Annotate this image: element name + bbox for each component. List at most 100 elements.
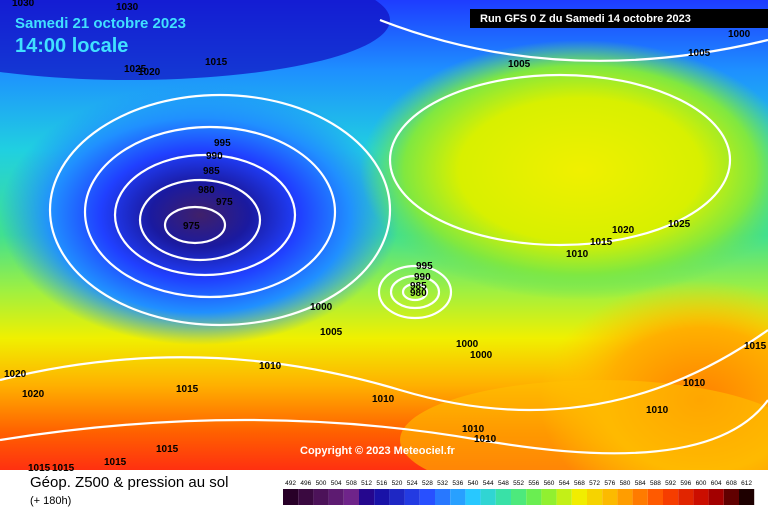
isobar-label: 1020 xyxy=(4,369,27,380)
isobar-label: 1025 xyxy=(668,219,691,230)
isobar-label: 1015 xyxy=(205,57,228,68)
isobar-label: 1010 xyxy=(646,405,669,416)
scale-label: 584 xyxy=(635,480,646,487)
scale-swatch xyxy=(450,489,466,505)
scale-label: 580 xyxy=(620,480,631,487)
scale-label: 520 xyxy=(392,480,403,487)
isobar-label: 1005 xyxy=(688,48,711,59)
isobar-label: 990 xyxy=(414,272,431,283)
isobar-label: 995 xyxy=(416,261,433,272)
scale-swatch xyxy=(435,489,451,505)
copyright: Copyright © 2023 Meteociel.fr xyxy=(300,445,456,457)
isobar-label: 1020 xyxy=(138,67,161,78)
scale-label: 608 xyxy=(726,480,737,487)
scale-swatch xyxy=(359,489,375,505)
scale-label: 516 xyxy=(376,480,387,487)
isobar-label: 985 xyxy=(203,166,220,177)
isobar-label: 1005 xyxy=(320,327,343,338)
scale-label: 544 xyxy=(483,480,494,487)
isobar-label: 985 xyxy=(410,281,427,292)
scale-swatch xyxy=(298,489,314,505)
scale-swatch xyxy=(313,489,329,505)
scale-swatch xyxy=(480,489,496,505)
isobar-label: 1005 xyxy=(508,59,531,70)
isobar-label: 1030 xyxy=(116,2,139,13)
scale-swatch xyxy=(343,489,359,505)
isobar-label: 1010 xyxy=(566,249,589,260)
scale-label: 560 xyxy=(544,480,555,487)
isobar-label: 1015 xyxy=(590,237,613,248)
isobar-label: 1015 xyxy=(52,463,75,474)
isobar-label: 995 xyxy=(214,138,231,149)
scale-label: 536 xyxy=(452,480,463,487)
scale-swatch xyxy=(328,489,344,505)
scale-swatch xyxy=(617,489,633,505)
scale-swatch xyxy=(404,489,420,505)
date: Samedi 21 octobre 2023 xyxy=(15,15,186,32)
scale-label: 572 xyxy=(589,480,600,487)
isobar-label: 1000 xyxy=(470,350,493,361)
run-box xyxy=(470,9,768,28)
scale-swatch xyxy=(602,489,618,505)
isobar-label: 1025 xyxy=(124,64,147,75)
scale-swatch xyxy=(723,489,739,505)
isobar-label: 1015 xyxy=(156,444,179,455)
isobar-label: 990 xyxy=(206,151,223,162)
scale-swatch xyxy=(708,489,724,505)
warm-band xyxy=(400,380,768,500)
scale-swatch xyxy=(739,489,755,505)
scale-label: 612 xyxy=(741,480,752,487)
time: 14:00 locale xyxy=(15,35,128,57)
scale-swatch xyxy=(678,489,694,505)
isobar-label: 1020 xyxy=(22,389,45,400)
scale-label: 504 xyxy=(331,480,342,487)
isobar-label: 1000 xyxy=(728,29,751,40)
scale-swatch xyxy=(389,489,405,505)
scale-label: 588 xyxy=(650,480,661,487)
scale-label: 604 xyxy=(711,480,722,487)
scale-swatch xyxy=(693,489,709,505)
isobar-label: 1015 xyxy=(104,457,127,468)
isobar-label: 975 xyxy=(216,197,233,208)
low xyxy=(0,85,400,345)
scale-label: 532 xyxy=(437,480,448,487)
footer-title: Géop. Z500 & pression au sol xyxy=(30,474,228,491)
color-scale: 492 496 500 504 508 512 516 520 524 528 532 536 540 5… xyxy=(283,480,755,505)
scale-label: 524 xyxy=(407,480,418,487)
isobar-label: 1000 xyxy=(310,302,333,313)
scale-swatch xyxy=(571,489,587,505)
isobar-label: 1010 xyxy=(474,434,497,445)
scale-swatch xyxy=(465,489,481,505)
isobar-label: 975 xyxy=(183,221,200,232)
scale-label: 600 xyxy=(696,480,707,487)
isobar-label: 1000 xyxy=(456,339,479,350)
scale-label: 540 xyxy=(468,480,479,487)
scale-label: 552 xyxy=(513,480,524,487)
isobar-label: 1010 xyxy=(259,361,282,372)
isobar-label: 980 xyxy=(198,185,215,196)
scale-swatch xyxy=(526,489,542,505)
isobar-label: 1015 xyxy=(176,384,199,395)
isobar-label: 1015 xyxy=(744,341,767,352)
scale-swatch xyxy=(511,489,527,505)
scale-label: 508 xyxy=(346,480,357,487)
footer-lead: (+ 180h) xyxy=(30,495,71,507)
scale-label: 592 xyxy=(665,480,676,487)
scale-swatch xyxy=(587,489,603,505)
isobar-label: 1015 xyxy=(28,463,51,474)
scale-label: 556 xyxy=(528,480,539,487)
isobar-label: 1010 xyxy=(683,378,706,389)
scale-label: 564 xyxy=(559,480,570,487)
scale-swatch xyxy=(632,489,648,505)
scale-swatch xyxy=(647,489,663,505)
cold-pool xyxy=(0,0,390,80)
scale-label: 596 xyxy=(680,480,691,487)
isobar-label: 1030 xyxy=(12,0,35,9)
scale-swatch xyxy=(541,489,557,505)
run-info: Run GFS 0 Z du Samedi 14 octobre 2023 xyxy=(480,13,691,25)
scale-label: 492 xyxy=(285,480,296,487)
scale-swatch xyxy=(495,489,511,505)
scale-swatch xyxy=(663,489,679,505)
